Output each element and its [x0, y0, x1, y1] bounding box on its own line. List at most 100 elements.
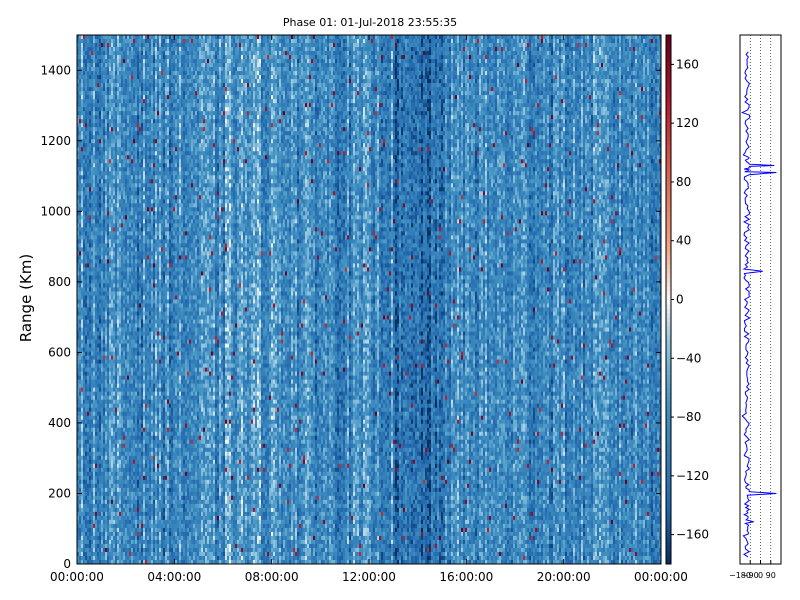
heatmap-cell [103, 484, 105, 488]
heatmap-cell [119, 412, 121, 416]
heatmap-cell [107, 79, 109, 83]
heatmap-cell [87, 219, 89, 223]
heatmap-cell [103, 291, 105, 295]
heatmap-cell [81, 55, 83, 59]
heatmap-cell [79, 348, 81, 352]
heatmap-cell [95, 396, 97, 400]
heatmap-cell [93, 163, 95, 167]
heatmap-cell [109, 500, 111, 504]
heatmap-cell [107, 195, 109, 199]
heatmap-cell [101, 55, 103, 59]
heatmap-cell [93, 219, 95, 223]
heatmap-cell [89, 223, 91, 227]
heatmap-cell [119, 79, 121, 83]
heatmap-cell [117, 51, 119, 55]
heatmap-cell [89, 416, 91, 420]
heatmap-cell [113, 227, 115, 231]
heatmap-cell [81, 187, 83, 191]
heatmap-cell [93, 151, 95, 155]
heatmap-cell [103, 159, 105, 163]
heatmap-cell [95, 183, 97, 187]
heatmap-cell [107, 191, 109, 195]
heatmap-cell [99, 316, 101, 320]
heatmap-cell [101, 412, 103, 416]
heatmap-cell [91, 255, 93, 259]
heatmap-cell [105, 75, 107, 79]
heatmap-cell [87, 83, 89, 87]
heatmap-cell [123, 139, 125, 143]
heatmap-cell [115, 540, 117, 544]
heatmap-cell [119, 51, 121, 55]
heatmap-cell [121, 356, 123, 360]
heatmap-cell [109, 472, 111, 476]
heatmap-cell [115, 147, 117, 151]
heatmap-cell [107, 63, 109, 67]
heatmap-cell [91, 71, 93, 75]
heatmap-cell [109, 195, 111, 199]
heatmap-cell [81, 195, 83, 199]
heatmap-cell [107, 404, 109, 408]
heatmap-cell [87, 275, 89, 279]
heatmap-cell [99, 51, 101, 55]
heatmap-cell [115, 460, 117, 464]
heatmap-cell [83, 344, 85, 348]
heatmap-cell [79, 179, 81, 183]
heatmap-cell [103, 544, 105, 548]
heatmap-cell [93, 223, 95, 227]
heatmap-cell [121, 59, 123, 63]
heatmap-cell [85, 147, 87, 151]
heatmap-cell [101, 444, 103, 448]
heatmap-cell [101, 464, 103, 468]
heatmap-cell [93, 119, 95, 123]
heatmap-cell [103, 191, 105, 195]
heatmap-cell [111, 259, 113, 263]
heatmap-cell [95, 372, 97, 376]
heatmap-cell [101, 428, 103, 432]
heatmap-cell [79, 428, 81, 432]
heatmap-cell [79, 103, 81, 107]
heatmap-cell [113, 376, 115, 380]
heatmap-cell [91, 123, 93, 127]
heatmap-cell [113, 416, 115, 420]
heatmap-cell [79, 520, 81, 524]
heatmap-cell [123, 500, 125, 504]
heatmap-cell [117, 344, 119, 348]
heatmap-cell [83, 83, 85, 87]
heatmap-cell [99, 304, 101, 308]
heatmap-cell [105, 552, 107, 556]
heatmap-cell [101, 231, 103, 235]
heatmap-cell [79, 99, 81, 103]
heatmap-cell [115, 51, 117, 55]
heatmap-cell [111, 348, 113, 352]
heatmap-cell [101, 279, 103, 283]
heatmap-cell [107, 488, 109, 492]
heatmap-cell [95, 540, 97, 544]
heatmap-cell [85, 183, 87, 187]
heatmap-cell [115, 91, 117, 95]
heatmap-cell [111, 83, 113, 87]
heatmap-cell [123, 143, 125, 147]
heatmap-cell [105, 312, 107, 316]
heatmap-cell [85, 39, 87, 43]
heatmap-cell [81, 544, 83, 548]
heatmap-cell [117, 404, 119, 408]
heatmap-cell [87, 39, 89, 43]
heatmap-cell [91, 544, 93, 548]
heatmap-cell [97, 308, 99, 312]
heatmap-cell [99, 167, 101, 171]
heatmap-cell [105, 123, 107, 127]
heatmap-cell [79, 139, 81, 143]
heatmap-cell [89, 476, 91, 480]
heatmap-cell [121, 171, 123, 175]
heatmap-cell [123, 179, 125, 183]
heatmap-cell [95, 412, 97, 416]
heatmap-cell [95, 259, 97, 263]
heatmap-cell [97, 352, 99, 356]
heatmap-cell [93, 452, 95, 456]
heatmap-cell [101, 115, 103, 119]
heatmap-cell [113, 316, 115, 320]
heatmap-cell [83, 55, 85, 59]
heatmap-cell [123, 159, 125, 163]
heatmap-cell [115, 127, 117, 131]
heatmap-cell [95, 123, 97, 127]
